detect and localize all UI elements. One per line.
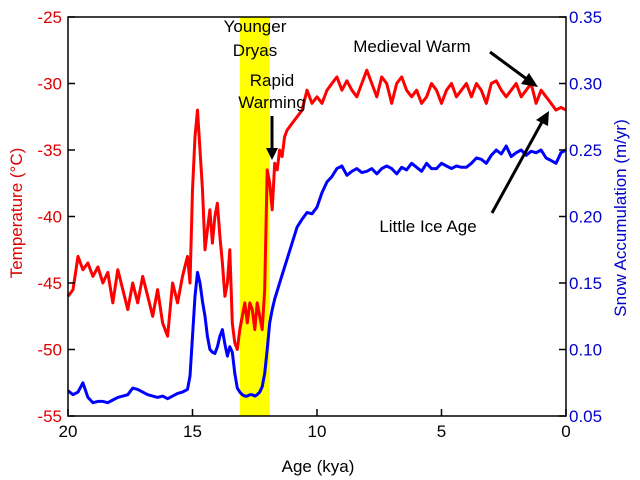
snow-accumulation-series-line [67, 144, 567, 405]
annotation-younger-dryas-line2: Dryas [233, 41, 277, 60]
y-left-tick-label: -40 [37, 208, 62, 227]
x-tick-label: 10 [308, 422, 327, 441]
y-right-tick-label: 0.15 [569, 274, 602, 293]
younger-dryas-band [239, 17, 270, 416]
x-tick-label: 0 [561, 422, 570, 441]
little-ice-age-arrowhead [536, 111, 549, 126]
annotation-little-ice-age: Little Ice Age [379, 217, 476, 236]
x-tick-label: 20 [59, 422, 78, 441]
little-ice-age-arrow [490, 121, 544, 214]
annotation-rapid-line1: Rapid [250, 71, 294, 90]
temperature-series-line [66, 68, 567, 351]
y-left-tick-label: -25 [37, 8, 62, 27]
annotation-medieval-warm: Medieval Warm [353, 37, 470, 56]
y-right-tick-label: 0.30 [569, 75, 602, 94]
y-left-tick-label: -35 [37, 141, 62, 160]
y-right-tick-label: 0.20 [569, 208, 602, 227]
y-left-axis-title: Temperature (°C) [7, 148, 26, 279]
y-right-tick-label: 0.05 [569, 407, 602, 426]
y-left-tick-label: -30 [37, 75, 62, 94]
y-left-tick-label: -45 [37, 274, 62, 293]
y-right-tick-label: 0.10 [569, 341, 602, 360]
y-left-tick-label: -55 [37, 407, 62, 426]
medieval-warm-arrowhead [521, 73, 538, 87]
rapid-warming-arrowhead [266, 148, 278, 160]
y-right-axis-title: Snow Accumulation (m/yr) [611, 119, 630, 316]
x-axis-title: Age (kya) [282, 457, 355, 476]
annotation-younger-dryas-line1: Younger [224, 17, 287, 36]
x-tick-label: 5 [437, 422, 446, 441]
y-right-tick-label: 0.35 [569, 8, 602, 27]
annotation-rapid-line2: Warming [238, 93, 305, 112]
series-layer [66, 68, 567, 405]
ticks-layer: 20 15 10 5 0 -55 -50 -45 -40 -35 -30 -25 0.05 0.10 0.1… [37, 8, 602, 441]
medieval-warm-arrow [489, 50, 529, 82]
annotation-arrows [266, 50, 549, 214]
y-left-tick-label: -50 [37, 341, 62, 360]
x-tick-label: 15 [183, 422, 202, 441]
y-right-tick-label: 0.25 [569, 141, 602, 160]
